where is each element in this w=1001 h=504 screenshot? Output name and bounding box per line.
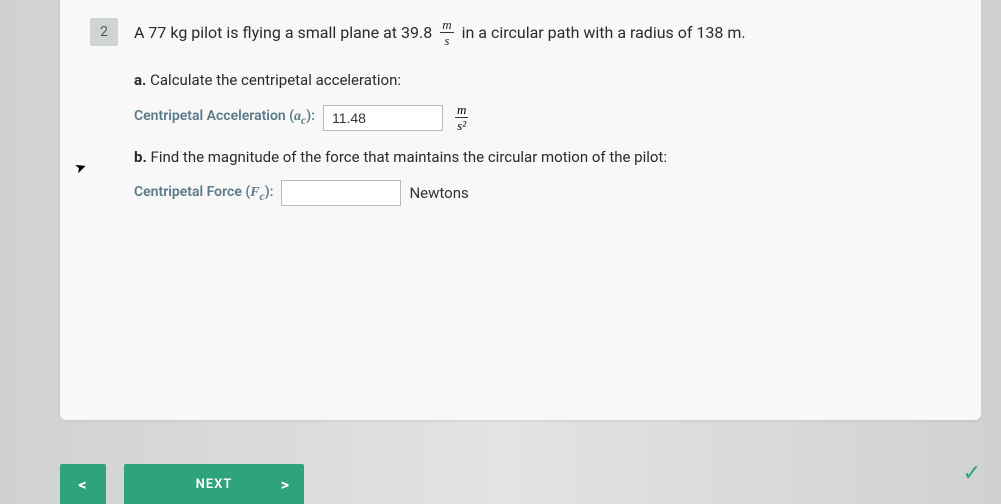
check-icon: ✓ <box>963 461 981 486</box>
question-text-after: in a circular path with a radius of 138 … <box>462 19 746 47</box>
question-text: A 77 kg pilot is flying a small plane at… <box>134 18 746 47</box>
part-b: b. Find the magnitude of the force that … <box>134 148 951 206</box>
part-b-bold: b. <box>134 148 147 166</box>
next-button[interactable]: NEXT > <box>124 464 304 504</box>
part-a: a. Calculate the centripetal acceleratio… <box>134 71 951 132</box>
nav-bar: < NEXT > <box>60 464 304 504</box>
chevron-left-icon: < <box>78 475 87 494</box>
force-label-post: ): <box>265 184 274 200</box>
accel-label-post: ): <box>306 108 315 124</box>
force-unit: Newtons <box>409 184 468 202</box>
part-b-label: b. Find the magnitude of the force that … <box>134 148 951 166</box>
speed-unit-fraction: m s <box>440 18 453 47</box>
next-label: NEXT <box>196 477 233 492</box>
part-b-text: Find the magnitude of the force that mai… <box>151 148 667 166</box>
part-b-input-row: Centripetal Force (Fc): Newtons <box>134 180 951 206</box>
prev-button[interactable]: < <box>60 464 106 504</box>
force-input[interactable] <box>281 180 401 206</box>
acceleration-label: Centripetal Acceleration (ac): <box>134 108 315 127</box>
chevron-right-icon: > <box>281 475 290 494</box>
force-label-pre: Centripetal Force ( <box>134 184 250 200</box>
question-text-before: A 77 kg pilot is flying a small plane at… <box>134 19 432 47</box>
part-a-text: Calculate the centripetal acceleration: <box>150 71 401 89</box>
acceleration-input[interactable] <box>323 105 443 131</box>
part-a-label: a. Calculate the centripetal acceleratio… <box>134 71 951 89</box>
question-number-badge: 2 <box>90 18 118 46</box>
fraction-denominator: s <box>444 33 449 47</box>
part-a-bold: a. <box>134 71 146 89</box>
fraction-numerator: m <box>440 18 453 33</box>
accel-symbol: a <box>294 109 301 124</box>
accel-unit-num: m <box>455 103 468 118</box>
question-header: 2 A 77 kg pilot is flying a small plane … <box>90 18 951 47</box>
accel-label-pre: Centripetal Acceleration ( <box>134 108 294 124</box>
question-card: 2 A 77 kg pilot is flying a small plane … <box>60 0 981 420</box>
accel-unit-den: s² <box>457 118 466 132</box>
part-a-input-row: Centripetal Acceleration (ac): m s² <box>134 103 951 132</box>
force-label: Centripetal Force (Fc): <box>134 184 273 203</box>
force-symbol: F <box>250 185 259 200</box>
acceleration-unit: m s² <box>455 103 468 132</box>
